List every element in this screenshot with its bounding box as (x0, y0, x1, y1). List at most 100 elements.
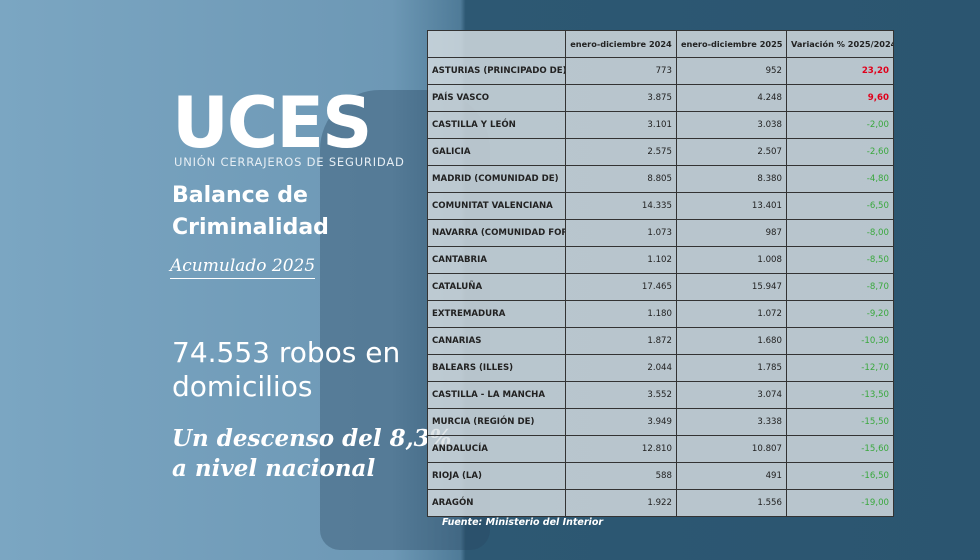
table-row: CATALUÑA 17.465 15.947 -8,70 (427, 273, 894, 301)
table-row: RIOJA (LA) 588 491 -16,50 (427, 462, 894, 490)
region-cell: MADRID (COMUNIDAD DE) (427, 165, 566, 193)
table-row: EXTREMADURA 1.180 1.072 -9,20 (427, 300, 894, 328)
stat-line: domicilios (172, 370, 313, 403)
logo: UCES (172, 82, 372, 164)
value-cell: -15,50 (786, 408, 894, 436)
table-row: NAVARRA (COMUNIDAD FORAL DE)1.073987-8,0… (427, 219, 894, 247)
value-cell: 23,20 (786, 57, 894, 85)
value-cell: 588 (565, 462, 677, 490)
region-cell: CANTABRIA (427, 246, 566, 274)
headline-line: Balance de (172, 183, 308, 208)
header-row: enero-diciembre 2024 enero-diciembre 2025… (427, 30, 894, 58)
header-cell: enero-diciembre 2024 (565, 30, 677, 58)
value-cell: 1.922 (565, 489, 677, 517)
value-cell: 952 (676, 57, 787, 85)
value-cell: 10.807 (676, 435, 787, 463)
region-cell: ARAGÓN (427, 489, 566, 517)
value-cell: 15.947 (676, 273, 787, 301)
value-cell: -8,00 (786, 219, 894, 247)
table-row: CANARIAS 1.872 1.680 -10,30 (427, 327, 894, 355)
value-cell: 17.465 (565, 273, 677, 301)
value-cell: 1.102 (565, 246, 677, 274)
value-cell: 2.575 (565, 138, 677, 166)
value-cell: 4.248 (676, 84, 787, 112)
value-cell: -12,70 (786, 354, 894, 382)
value-cell: -19,00 (786, 489, 894, 517)
value-cell: -8,70 (786, 273, 894, 301)
table-row: ARAGÓN 1.922 1.556 -19,00 (427, 489, 894, 517)
table-row: MURCIA (REGIÓN DE) 3.949 3.338 -15,50 (427, 408, 894, 436)
data-table: enero-diciembre 2024 enero-diciembre 2025… (427, 30, 894, 517)
value-cell: 3.552 (565, 381, 677, 409)
value-cell: 8.380 (676, 165, 787, 193)
value-cell: 3.949 (565, 408, 677, 436)
region-cell: CASTILLA - LA MANCHA (427, 381, 566, 409)
region-cell: CATALUÑA (427, 273, 566, 301)
value-cell: -8,50 (786, 246, 894, 274)
value-cell: 987 (676, 219, 787, 247)
table-row: ASTURIAS (PRINCIPADO DE) 773 952 23,20 (427, 57, 894, 85)
table-row: PAÍS VASCO 3.875 4.248 9,60 (427, 84, 894, 112)
value-cell: -15,60 (786, 435, 894, 463)
region-cell: ASTURIAS (PRINCIPADO DE) (427, 57, 566, 85)
value-cell: -9,20 (786, 300, 894, 328)
trend-line: Un descenso del 8,3% (172, 425, 452, 452)
value-cell: 3.038 (676, 111, 787, 139)
value-cell: 13.401 (676, 192, 787, 220)
value-cell: 1.785 (676, 354, 787, 382)
header-cell: enero-diciembre 2025 (676, 30, 787, 58)
tagline: Acumulado 2025 (170, 256, 316, 279)
value-cell: 12.810 (565, 435, 677, 463)
value-cell: 3.074 (676, 381, 787, 409)
value-cell: 1.872 (565, 327, 677, 355)
region-cell: CASTILLA Y LEÓN (427, 111, 566, 139)
value-cell: -6,50 (786, 192, 894, 220)
stat: 74.553 robos en domicilios (172, 336, 400, 404)
value-cell: 1.073 (565, 219, 677, 247)
logo-subtitle: UNIÓN CERRAJEROS DE SEGURIDAD (174, 155, 405, 169)
table-row: CASTILLA - LA MANCHA 3.552 3.074 -13,50 (427, 381, 894, 409)
value-cell: 1.180 (565, 300, 677, 328)
value-cell: -4,80 (786, 165, 894, 193)
value-cell: 3.875 (565, 84, 677, 112)
value-cell: 9,60 (786, 84, 894, 112)
region-cell: GALICIA (427, 138, 566, 166)
headline-line: Criminalidad (172, 215, 329, 240)
table-row: MADRID (COMUNIDAD DE) 8.805 8.380 -4,80 (427, 165, 894, 193)
table-row: CANTABRIA 1.102 1.008 -8,50 (427, 246, 894, 274)
value-cell: 1.072 (676, 300, 787, 328)
value-cell: 2.507 (676, 138, 787, 166)
value-cell: 8.805 (565, 165, 677, 193)
table-row: GALICIA 2.575 2.507 -2,60 (427, 138, 894, 166)
table-row: BALEARS (ILLES) 2.044 1.785 -12,70 (427, 354, 894, 382)
region-cell: BALEARS (ILLES) (427, 354, 566, 382)
value-cell: 1.556 (676, 489, 787, 517)
header-cell: Variación % 2025/2024 (786, 30, 894, 58)
value-cell: -13,50 (786, 381, 894, 409)
region-cell: ANDALUCÍA (427, 435, 566, 463)
trend-line: a nivel nacional (172, 455, 376, 482)
header-cell (427, 30, 566, 58)
value-cell: 491 (676, 462, 787, 490)
value-cell: -2,00 (786, 111, 894, 139)
region-cell: NAVARRA (COMUNIDAD FORAL DE) (427, 219, 566, 247)
value-cell: 1.008 (676, 246, 787, 274)
region-cell: CANARIAS (427, 327, 566, 355)
table-row: COMUNITAT VALENCIANA 14.335 13.401 -6,50 (427, 192, 894, 220)
table-row: CASTILLA Y LEÓN 3.101 3.038 -2,00 (427, 111, 894, 139)
headline: Balance de Criminalidad (172, 180, 329, 244)
region-cell: MURCIA (REGIÓN DE) (427, 408, 566, 436)
value-cell: 2.044 (565, 354, 677, 382)
value-cell: -16,50 (786, 462, 894, 490)
value-cell: -10,30 (786, 327, 894, 355)
table-row: ANDALUCÍA 12.810 10.807 -15,60 (427, 435, 894, 463)
stat-line: 74.553 robos en (172, 336, 401, 369)
value-cell: 773 (565, 57, 677, 85)
region-cell: PAÍS VASCO (427, 84, 566, 112)
region-cell: EXTREMADURA (427, 300, 566, 328)
value-cell: 1.680 (676, 327, 787, 355)
source: Fuente: Ministerio del Interior (442, 517, 604, 528)
value-cell: 3.101 (565, 111, 677, 139)
region-cell: RIOJA (LA) (427, 462, 566, 490)
